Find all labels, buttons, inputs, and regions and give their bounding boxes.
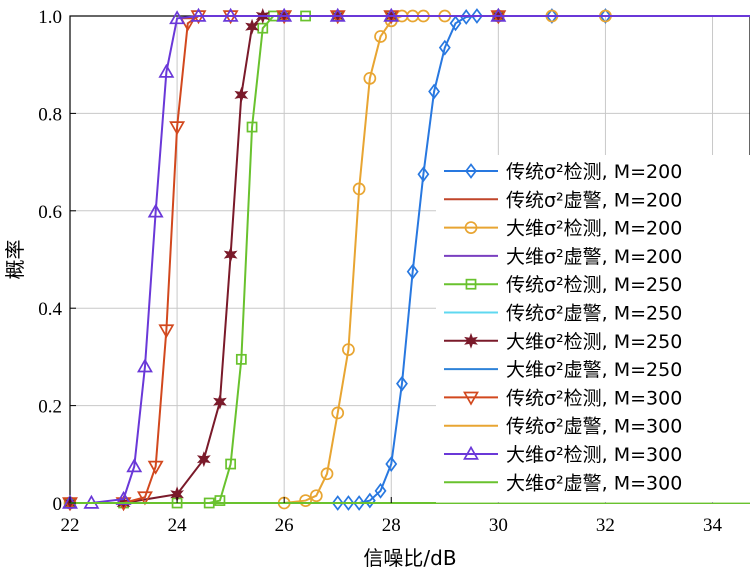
star-marker	[234, 86, 249, 103]
triangle-down-marker	[147, 460, 164, 475]
triangle-up-marker	[158, 63, 175, 78]
legend-label: 大维σ²检测, M=250	[506, 331, 682, 353]
circle-marker	[320, 467, 334, 481]
diamond-marker	[599, 8, 612, 24]
legend-item: 大维σ²虚警, M=300	[444, 472, 682, 494]
diamond-marker	[545, 8, 558, 24]
star-marker	[196, 451, 211, 468]
circle-marker	[331, 406, 345, 420]
x-tick-label: 34	[703, 515, 723, 536]
triangle-up-marker	[329, 7, 346, 22]
circle-marker	[299, 494, 312, 507]
x-tick-label: 26	[275, 515, 294, 536]
series-line	[70, 15, 750, 504]
legend-box	[436, 155, 750, 503]
x-tick-label: 30	[489, 515, 508, 536]
triangle-down-marker	[158, 324, 175, 339]
legend-item: 传统σ²虚警, M=250	[444, 303, 682, 325]
star-marker	[213, 393, 227, 410]
diamond-marker	[470, 8, 483, 24]
x-axis-title: 信噪比/dB	[363, 546, 456, 570]
diamond-marker	[417, 166, 430, 183]
square-marker	[214, 495, 226, 506]
circle-marker	[374, 30, 387, 43]
diamond-marker	[374, 482, 387, 499]
legend: 传统σ²检测, M=200 传统σ²虚警, M=200 大维σ²检测, M=200 大…	[436, 155, 750, 503]
y-tick-label: 0.4	[38, 299, 62, 320]
legend-label: 传统σ²虚警, M=200	[506, 189, 682, 211]
legend-item: 大维σ²虚警, M=200	[444, 246, 682, 268]
legend-label: 传统σ²检测, M=200	[506, 161, 682, 183]
diamond-marker	[363, 492, 376, 509]
square-marker	[225, 458, 237, 470]
diamond-marker	[331, 495, 344, 511]
triangle-up-marker	[190, 7, 207, 22]
triangle-up-marker	[136, 358, 153, 373]
diamond-marker	[385, 456, 398, 472]
star-marker	[223, 246, 238, 263]
circle-marker	[464, 221, 478, 234]
circle-marker	[363, 71, 377, 85]
y-tick-label: 0.8	[38, 104, 62, 125]
x-tick-label: 28	[382, 515, 401, 536]
diamond-marker	[428, 83, 441, 100]
triangle-up-marker	[490, 7, 507, 22]
y-tick-label: 0	[53, 494, 63, 515]
square-marker	[465, 278, 477, 290]
y-tick-label: 1.0	[38, 7, 62, 28]
triangle-up-marker	[383, 7, 400, 22]
y-axis-title: 概率	[3, 240, 27, 280]
triangle-up-marker	[147, 203, 164, 218]
legend-label: 大维σ²虚警, M=200	[506, 246, 682, 268]
x-tick-label: 22	[61, 515, 80, 536]
triangle-down-marker	[136, 491, 153, 506]
axis-ticks: 22 24 26 28 30 32 34 0 0.2 0.4 0.6 0.8 1.0	[38, 7, 722, 536]
legend-item: 传统σ²检测, M=200	[444, 161, 682, 183]
circle-marker	[352, 182, 366, 196]
diamond-marker	[353, 495, 366, 511]
legend-item: 大维σ²检测, M=300	[444, 444, 682, 466]
legend-item: 传统σ²检测, M=300	[444, 387, 682, 409]
square-marker	[246, 121, 258, 133]
legend-item: 传统σ²虚警, M=200	[444, 189, 682, 211]
circle-marker	[342, 343, 355, 356]
star-marker	[245, 18, 259, 35]
diamond-marker	[342, 495, 355, 511]
legend-label: 传统σ²检测, M=300	[506, 387, 682, 409]
diamond-marker	[460, 9, 473, 25]
legend-label: 大维σ²虚警, M=250	[506, 359, 682, 381]
square-marker	[235, 353, 247, 365]
diamond-marker	[396, 375, 408, 392]
triangle-down-marker	[463, 391, 479, 406]
triangle-up-marker	[126, 458, 143, 473]
y-tick-label: 0.2	[38, 397, 62, 418]
triangle-up-marker	[463, 445, 479, 460]
legend-label: 大维σ²检测, M=300	[506, 444, 682, 466]
legend-item: 大维σ²检测, M=250	[444, 331, 682, 353]
triangle-down-marker	[169, 121, 186, 136]
legend-item: 大维σ²虚警, M=250	[444, 359, 682, 381]
diamond-marker	[406, 263, 419, 280]
triangle-up-marker	[222, 7, 239, 22]
y-tick-label: 0.6	[38, 202, 62, 223]
legend-item: 传统σ²虚警, M=300	[444, 416, 682, 438]
legend-label: 大维σ²检测, M=200	[506, 218, 682, 240]
star-marker	[464, 332, 478, 349]
legend-label: 大维σ²虚警, M=300	[506, 472, 682, 494]
diamond-marker	[449, 15, 462, 32]
diamond-marker	[465, 163, 477, 179]
diamond-marker	[438, 39, 451, 56]
series-layer	[62, 7, 750, 512]
legend-label: 传统σ²检测, M=250	[506, 274, 682, 296]
circle-marker	[309, 489, 323, 503]
legend-item: 大维σ²检测, M=200	[444, 218, 682, 240]
legend-label: 传统σ²虚警, M=300	[506, 416, 682, 438]
x-tick-label: 24	[168, 515, 188, 536]
legend-item: 传统σ²检测, M=250	[444, 274, 682, 296]
triangle-up-marker	[169, 10, 186, 25]
x-tick-label: 32	[596, 515, 615, 536]
triangle-up-marker	[276, 7, 293, 22]
legend-label: 传统σ²虚警, M=250	[506, 303, 682, 325]
